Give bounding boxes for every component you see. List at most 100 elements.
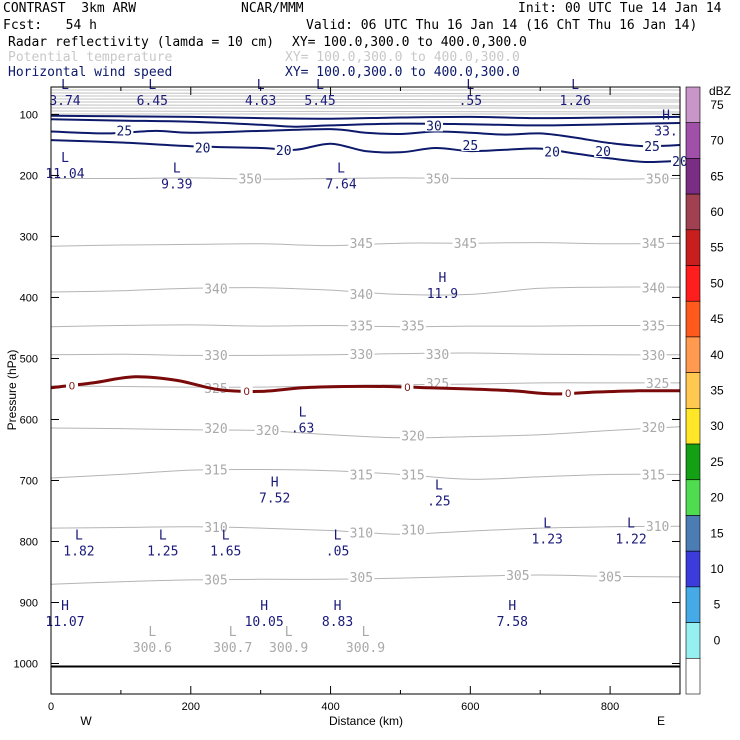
y-tick-label: 600 bbox=[20, 414, 38, 426]
theta-label-bg bbox=[237, 171, 264, 185]
theta-label-bg bbox=[202, 572, 229, 586]
colorbar-segment bbox=[685, 586, 701, 623]
low-marker: L bbox=[61, 151, 69, 166]
colorbar-segment bbox=[685, 265, 701, 302]
extremum-value: 300.9 bbox=[346, 641, 385, 656]
field-wind-xy: XY= 100.0,300.0 to 400.0,300.0 bbox=[285, 65, 520, 80]
organization: NCAR/MMM bbox=[241, 1, 304, 16]
theta-label-bg bbox=[348, 347, 375, 361]
wind-label-bg bbox=[594, 144, 613, 158]
low-marker: L bbox=[148, 78, 156, 93]
extremum-value: 1.25 bbox=[147, 545, 178, 560]
extremum-value: 5.45 bbox=[304, 94, 335, 109]
extremum-value: 33. bbox=[654, 124, 677, 139]
theta-label-bg bbox=[640, 280, 667, 294]
extremum-value: 1.65 bbox=[210, 545, 241, 560]
colorbar-level-label: 60 bbox=[710, 205, 724, 219]
y-tick-label: 100 bbox=[20, 109, 38, 121]
theta-label: 350 bbox=[426, 173, 449, 188]
theta-label-bg bbox=[644, 519, 671, 533]
zero-dbz-line bbox=[50, 375, 681, 396]
extremum-value: 300.9 bbox=[269, 641, 308, 656]
extremum-value: 7.58 bbox=[497, 615, 528, 630]
theta-label: 335 bbox=[350, 320, 373, 335]
theta-label-bg bbox=[202, 347, 229, 361]
colorbar-level-label: 30 bbox=[710, 419, 724, 433]
zero-label-bg bbox=[401, 381, 414, 393]
theta-label: 320 bbox=[256, 424, 279, 439]
low-marker: L bbox=[299, 405, 307, 420]
low-marker: L bbox=[362, 625, 370, 640]
colorbar-segment bbox=[685, 122, 701, 159]
zero-dbz-label: 0 bbox=[69, 380, 75, 392]
theta-label-bg bbox=[424, 347, 451, 361]
theta-label: 345 bbox=[350, 237, 373, 252]
wind-label: 25 bbox=[644, 140, 660, 155]
high-marker: H bbox=[334, 599, 342, 614]
low-marker: L bbox=[337, 161, 345, 176]
wind-contour-20 bbox=[50, 139, 681, 164]
init-time: Init: 00 UTC Tue 14 Jan 14 bbox=[518, 1, 722, 16]
low-marker: L bbox=[334, 529, 342, 544]
forecast-hour: Fcst: 54 h bbox=[3, 18, 97, 33]
theta-upper-contour bbox=[50, 92, 681, 95]
theta-label-bg bbox=[644, 375, 671, 389]
wind-label-bg bbox=[543, 144, 562, 158]
theta-label: 305 bbox=[350, 571, 373, 586]
low-marker: L bbox=[229, 625, 237, 640]
colorbar-segment bbox=[685, 515, 701, 552]
theta-label-bg bbox=[452, 236, 479, 250]
theta-label-bg bbox=[504, 568, 531, 582]
extremum-value: 10.05 bbox=[245, 615, 284, 630]
theta-label-bg bbox=[640, 467, 667, 481]
theta-label: 340 bbox=[642, 282, 665, 297]
colorbar-level-label: 75 bbox=[710, 98, 724, 112]
low-marker: L bbox=[571, 78, 579, 93]
low-marker: L bbox=[173, 161, 181, 176]
axes: 0 200 400 600 800100200300400500600700800900… bbox=[14, 87, 680, 713]
theta-label-bg bbox=[640, 236, 667, 250]
extremum-value: .05 bbox=[326, 545, 349, 560]
theta-label-bg bbox=[640, 347, 667, 361]
theta-label: 310 bbox=[646, 520, 669, 535]
theta-label: 310 bbox=[350, 526, 373, 541]
theta-label-bg bbox=[424, 171, 451, 185]
colorbar-segment bbox=[685, 158, 701, 195]
theta-label-bg bbox=[254, 422, 281, 436]
y-tick-label: 700 bbox=[20, 475, 38, 487]
colorbar-level-label: 65 bbox=[710, 169, 724, 183]
theta-label: 330 bbox=[350, 348, 373, 363]
theta-label-bg bbox=[348, 318, 375, 332]
extremum-value: 1.23 bbox=[532, 532, 563, 547]
colorbar-segment bbox=[685, 86, 701, 124]
low-marker: L bbox=[543, 516, 551, 531]
colorbar-segment bbox=[685, 229, 701, 266]
high-marker: H bbox=[662, 108, 670, 123]
zero-dbz-contour: 0 0 0 0 bbox=[50, 375, 681, 668]
low-marker: L bbox=[257, 78, 265, 93]
extremum-value: 9.39 bbox=[161, 177, 192, 192]
zero-label-bg bbox=[562, 387, 575, 399]
theta-label-bg bbox=[202, 462, 229, 476]
valid-time: Valid: 06 UTC Thu 16 Jan 14 (16 ChT Thu … bbox=[306, 18, 698, 33]
zero-label-bg bbox=[240, 384, 253, 396]
low-marker: L bbox=[285, 625, 293, 640]
theta-label-bg bbox=[640, 318, 667, 332]
colorbar-segment bbox=[685, 336, 701, 373]
theta-label-bg bbox=[348, 525, 375, 539]
extremum-value: 11.07 bbox=[45, 615, 84, 630]
colorbar-level-label: 70 bbox=[710, 134, 724, 148]
low-marker: L bbox=[222, 529, 230, 544]
wind-label-bg bbox=[643, 139, 662, 153]
theta-label-bg bbox=[424, 375, 451, 389]
extremum-value: 6.45 bbox=[137, 94, 168, 109]
theta-upper-contour bbox=[50, 104, 681, 107]
theta-label: 345 bbox=[454, 237, 477, 252]
field-theta-name: Potential temperature bbox=[8, 50, 173, 65]
colorbar-level-label: 20 bbox=[710, 491, 724, 505]
theta-label-bg bbox=[400, 522, 427, 536]
wind-label-bg bbox=[461, 137, 480, 151]
